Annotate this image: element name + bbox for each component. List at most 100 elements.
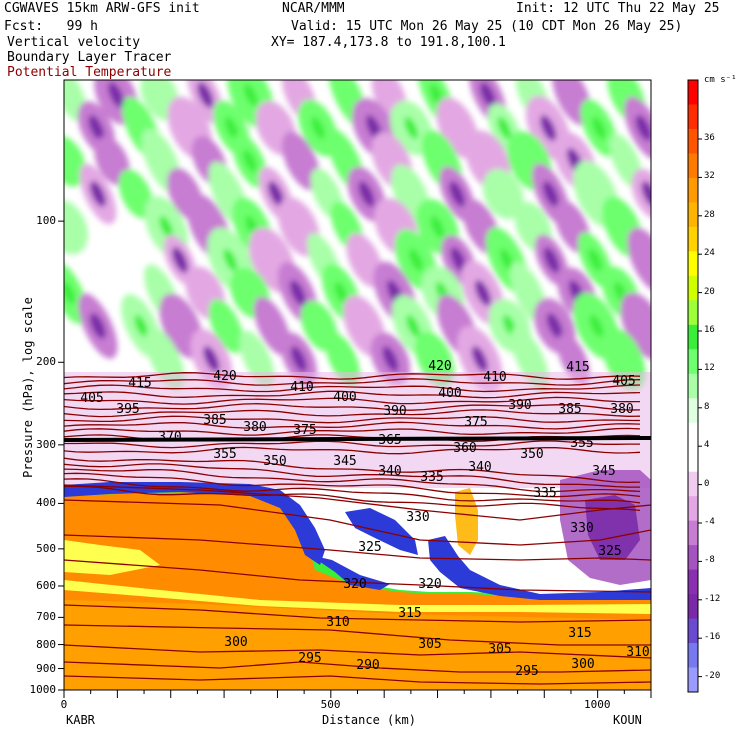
theta-contour — [64, 644, 651, 659]
theta-label: 350 — [520, 447, 543, 462]
theta-contour — [64, 396, 641, 405]
theta-contour — [64, 421, 641, 430]
colorbar-label: 28 — [704, 209, 715, 220]
colorbar-label: 12 — [704, 363, 715, 374]
updraft-core — [592, 116, 606, 140]
theta-contour — [64, 472, 641, 498]
vertical-velocity-field: 420 420 415 415 410 410 405 405 400 400 395 390 390 3… — [64, 80, 651, 690]
left-station-label: KABR — [66, 713, 95, 727]
colorbar-label: 16 — [704, 325, 715, 335]
downdraft-core — [382, 346, 399, 372]
colorbar-swatch — [688, 324, 698, 350]
x-tick-label: 1000 — [584, 698, 611, 711]
theta-contour — [64, 457, 641, 484]
theta-contour — [64, 390, 641, 399]
theta-contour — [64, 534, 651, 561]
theta-contour — [64, 446, 641, 455]
downdraft-core — [108, 82, 125, 108]
updraft-core — [430, 215, 445, 239]
theta-label: 290 — [356, 658, 379, 673]
theta-label: 325 — [358, 540, 381, 555]
y-tick-label: 600 — [36, 578, 56, 592]
theta-label: 370 — [158, 430, 181, 445]
colorbar — [688, 80, 702, 693]
theta-contour — [64, 485, 641, 512]
colorbar-swatch — [688, 275, 698, 301]
theta-label: 420 — [213, 369, 236, 384]
updraft-core — [224, 116, 239, 140]
colorbar-swatch — [688, 398, 698, 424]
theta-label: 360 — [453, 441, 476, 456]
downdraft-core — [479, 82, 496, 108]
colorbar-swatch — [688, 300, 698, 326]
theta-label: 420 — [428, 359, 451, 374]
theta-label: 415 — [128, 376, 151, 391]
colorbar-swatch — [688, 80, 698, 105]
theta-label: 405 — [612, 374, 635, 389]
field-potential-temperature: Potential Temperature — [7, 65, 172, 80]
org-label: NCAR/MMM — [282, 1, 345, 16]
downdraft-cell — [94, 136, 130, 186]
downdraft-core — [197, 82, 214, 108]
updraft-core — [223, 248, 238, 272]
downdraft-core — [89, 181, 106, 207]
theta-label: 345 — [333, 454, 356, 469]
updraft-cell — [208, 299, 244, 353]
theta-contour — [64, 427, 641, 436]
theta-label: 415 — [566, 360, 589, 375]
y-tick-label: 800 — [36, 637, 56, 651]
theta-label: 385 — [203, 413, 226, 428]
init-time: Init: 12 UTC Thu 22 May 25 — [516, 1, 720, 16]
colorbar-label: 20 — [704, 286, 715, 297]
updraft-core — [429, 83, 444, 107]
downdraft-cell — [346, 232, 383, 288]
y-tick-label: 900 — [36, 661, 56, 675]
theta-label: 300 — [571, 657, 594, 672]
y-tick-label: 200 — [36, 355, 56, 369]
theta-label: 400 — [333, 390, 356, 405]
colorbar-swatch — [688, 349, 698, 375]
downdraft-cell — [627, 227, 651, 293]
colorbar-swatch — [688, 643, 698, 669]
theta-label: 380 — [610, 402, 633, 417]
theta-label: 315 — [568, 626, 591, 641]
colorbar-swatch — [688, 373, 698, 399]
theta-label: 375 — [293, 423, 316, 438]
colorbar-label: 4 — [704, 440, 710, 451]
downdraft-core — [542, 181, 559, 207]
theta-contour — [64, 403, 641, 411]
colorbar-swatch — [688, 618, 698, 644]
right-station-label: KOUN — [613, 713, 642, 727]
theta-label: 355 — [213, 447, 236, 462]
theta-label: 310 — [626, 645, 649, 660]
updraft-core — [589, 314, 604, 338]
colorbar-swatch — [688, 153, 698, 179]
downdraft-core — [450, 247, 467, 273]
colorbar-swatch — [688, 496, 698, 522]
colorbar-label: -20 — [704, 670, 721, 681]
theta-label: 355 — [570, 436, 593, 451]
colorbar-label: 8 — [704, 401, 710, 412]
theta-contour — [64, 415, 641, 424]
theta-contour — [64, 463, 640, 488]
theta-label: 390 — [508, 398, 531, 413]
theta-label: 305 — [418, 637, 441, 652]
updraft-cell — [118, 169, 154, 219]
downdraft-core — [203, 346, 220, 372]
updraft-core — [500, 248, 514, 272]
theta-label: 380 — [243, 420, 266, 435]
valid-time: Valid: 15 UTC Mon 26 May 25 (10 CDT Mon … — [291, 19, 683, 34]
theta-label: 300 — [224, 635, 247, 650]
tropopause-band — [64, 436, 651, 442]
downdraft-core — [267, 181, 284, 207]
colorbar-label: 0 — [704, 478, 710, 489]
colorbar-label: -4 — [704, 517, 715, 527]
updraft-core — [406, 314, 420, 338]
colorbar-swatch — [688, 667, 698, 693]
downdraft-core — [471, 346, 488, 372]
colorbar-swatch — [688, 251, 698, 277]
theta-contour — [64, 484, 651, 521]
theta-label: 390 — [383, 404, 406, 419]
colorbar-frame — [687, 79, 699, 693]
xy-coordinates: XY= 187.4,173.8 to 191.8,100.1 — [271, 35, 506, 50]
